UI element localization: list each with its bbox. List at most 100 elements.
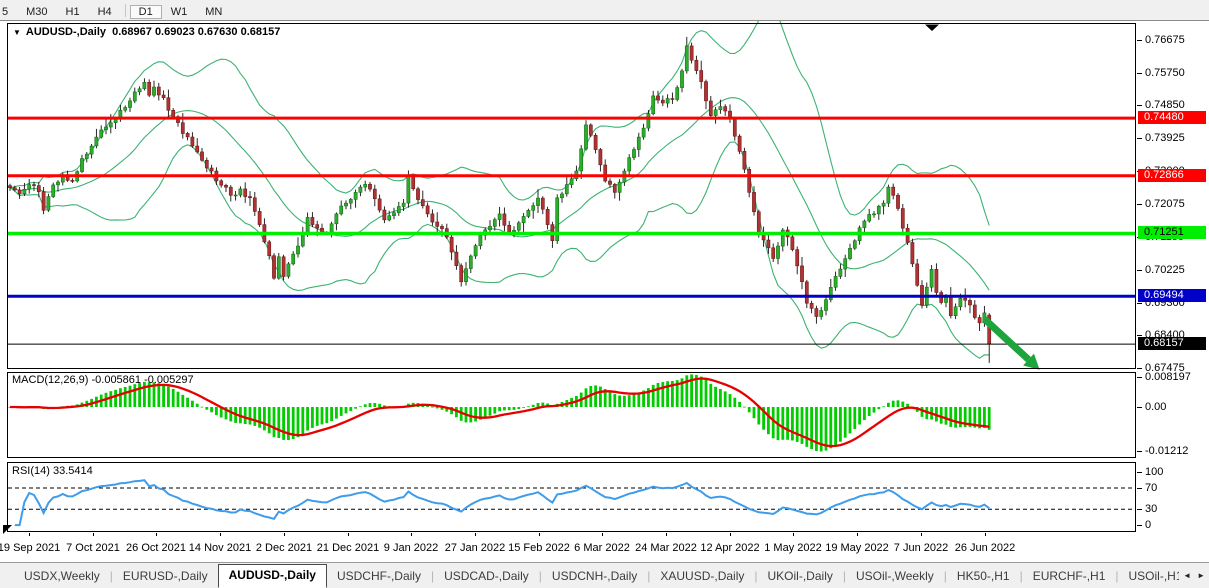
tab-separator: | xyxy=(538,568,542,583)
time-axis-label: 7 Jun 2022 xyxy=(893,542,949,554)
tab-scroll-right-icon[interactable]: ► xyxy=(1197,571,1205,580)
tab-separator: | xyxy=(109,568,113,583)
time-axis-tick xyxy=(284,533,285,536)
time-axis-label: 19 May 2022 xyxy=(825,542,889,554)
macd-indicator-title: MACD(12,26,9) -0.005861 -0.005297 xyxy=(12,374,194,386)
rsi-value: 33.5414 xyxy=(52,465,93,477)
time-axis-tick xyxy=(730,533,731,536)
tab-usdcad-daily[interactable]: USDCAD-,Daily xyxy=(444,568,529,583)
time-axis-label: 21 Dec 2021 xyxy=(316,542,380,554)
time-axis-label: 15 Feb 2022 xyxy=(508,542,570,554)
tab-scroll-left-icon[interactable]: ◄ xyxy=(1183,571,1192,580)
tab-usoil-weekly[interactable]: USOil-,Weekly xyxy=(855,568,934,583)
tab-separator: | xyxy=(754,568,758,583)
chart-title-ohlc: 0.68967 0.69023 0.67630 0.68157 xyxy=(112,26,281,38)
price-axis-tick: 0.72075 xyxy=(1137,198,1185,210)
price-axis-tick: 0.73925 xyxy=(1137,132,1185,144)
time-axis-label: 19 Sep 2021 xyxy=(0,542,61,554)
rsi-axis-tick: 30 xyxy=(1137,503,1157,515)
tab-ukoil-daily[interactable]: UKOil-,Daily xyxy=(767,568,833,583)
macd-axis-tick: 0.00 xyxy=(1137,401,1166,413)
price-axis-tick: 0.75750 xyxy=(1137,67,1185,79)
price-chart-canvas[interactable] xyxy=(0,21,1137,371)
chart-shift-marker-icon xyxy=(925,24,939,31)
macd-axis-tick: -0.01212 xyxy=(1137,445,1188,457)
chart-window: ▼ AUDUSD-,Daily 0.68967 0.69023 0.67630 0… xyxy=(0,20,1209,563)
tab-hk50-h1[interactable]: HK50-,H1 xyxy=(956,568,1010,583)
time-axis-tick xyxy=(475,533,476,536)
tab-separator: | xyxy=(842,568,846,583)
time-axis-tick xyxy=(793,533,794,536)
time-axis-tick xyxy=(348,533,349,536)
chart-tabs: USDX,Weekly | EURUSD-,Daily AUDUSD-,Daily US… xyxy=(0,563,1181,588)
time-axis-label: 24 Mar 2022 xyxy=(635,542,697,554)
time-axis-tick xyxy=(602,533,603,536)
price-axis-tick: 0.76675 xyxy=(1137,34,1185,46)
rsi-panel-canvas[interactable] xyxy=(0,461,1137,532)
tab-audusd-daily[interactable]: AUDUSD-,Daily xyxy=(217,563,327,588)
tab-xauusd-daily[interactable]: XAUUSD-,Daily xyxy=(660,568,745,583)
time-axis-tick xyxy=(93,533,94,536)
time-axis-tick xyxy=(220,533,221,536)
tab-usoil-h1[interactable]: USOil-,H1 xyxy=(1128,568,1179,583)
tab-separator: | xyxy=(430,568,435,583)
time-axis-label: 6 Mar 2022 xyxy=(574,542,630,554)
rsi-axis-tick: 70 xyxy=(1137,482,1157,494)
tab-separator: | xyxy=(1019,568,1023,583)
price-level-badge: 0.68157 xyxy=(1138,337,1206,350)
down-trend-arrow-icon xyxy=(1023,353,1040,370)
macd-values: -0.005861 -0.005297 xyxy=(91,374,194,386)
price-axis-tick: 0.67475 xyxy=(1137,362,1185,374)
time-axis-tick xyxy=(666,533,667,536)
tab-usdcnh-daily[interactable]: USDCNH-,Daily xyxy=(551,568,638,583)
time-axis-label: 1 May 2022 xyxy=(764,542,822,554)
price-level-badge: 0.69494 xyxy=(1138,289,1206,302)
price-level-badge: 0.71251 xyxy=(1138,226,1206,239)
chart-title: ▼ AUDUSD-,Daily 0.68967 0.69023 0.67630 0… xyxy=(13,26,280,38)
timeframe-toolbar: 5 M30 H1 H4 D1 W1 MN xyxy=(0,0,1209,20)
tab-usdchf-daily[interactable]: USDCHF-,Daily xyxy=(336,568,421,583)
tab-eurusd-daily[interactable]: EURUSD-,Daily xyxy=(122,568,208,583)
timeframe-mn[interactable]: MN xyxy=(205,6,223,18)
time-axis-tick xyxy=(539,533,540,536)
time-axis-label: 2 Dec 2021 xyxy=(255,542,313,554)
time-axis-label: 26 Jun 2022 xyxy=(954,542,1016,554)
time-axis-label: 27 Jan 2022 xyxy=(444,542,506,554)
macd-panel-canvas[interactable] xyxy=(0,371,1137,460)
time-axis-label: 26 Oct 2021 xyxy=(126,542,186,554)
tab-usdx-weekly[interactable]: USDX,Weekly xyxy=(24,568,100,583)
time-axis-tick xyxy=(156,533,157,536)
time-axis-label: 7 Oct 2021 xyxy=(66,542,120,554)
rsi-label: RSI(14) xyxy=(12,465,50,477)
price-axis-tick: 0.70225 xyxy=(1137,264,1185,276)
macd-label: MACD(12,26,9) xyxy=(12,374,89,386)
chart-title-symbol: AUDUSD-,Daily xyxy=(25,26,106,38)
time-axis-tick xyxy=(921,533,922,536)
history-begin-marker xyxy=(3,525,12,534)
timeframe-h1[interactable]: H1 xyxy=(65,6,80,18)
rsi-axis-tick: 100 xyxy=(1137,466,1163,478)
timeframe-w1[interactable]: W1 xyxy=(170,6,188,18)
rsi-indicator-title: RSI(14) 33.5414 xyxy=(12,465,93,477)
time-axis[interactable]: 19 Sep 2021 7 Oct 2021 26 Oct 2021 14 Nov 2… xyxy=(0,525,1137,563)
macd-axis-tick: 0.008197 xyxy=(1137,371,1191,383)
tab-separator: | xyxy=(647,568,651,583)
price-axis-tick: 0.74850 xyxy=(1137,99,1185,111)
time-axis-label: 14 Nov 2021 xyxy=(188,542,252,554)
timeframe-m30[interactable]: M30 xyxy=(26,6,48,18)
price-scale[interactable]: 0.766750.757500.748500.739250.730000.720… xyxy=(1137,21,1209,563)
time-axis-label: 12 Apr 2022 xyxy=(700,542,760,554)
tab-eurchf-h1[interactable]: EURCHF-,H1 xyxy=(1032,568,1106,583)
time-axis-tick xyxy=(857,533,858,536)
time-axis-tick xyxy=(29,533,30,536)
time-axis-label: 9 Jan 2022 xyxy=(383,542,439,554)
time-axis-tick xyxy=(985,533,986,536)
price-level-badge: 0.72866 xyxy=(1138,169,1206,182)
timeframe-d1[interactable]: D1 xyxy=(129,5,162,19)
timeframe-5[interactable]: 5 xyxy=(2,6,9,18)
tab-separator: | xyxy=(1115,568,1119,583)
symbol-dropdown-icon[interactable]: ▼ xyxy=(13,28,21,37)
timeframe-h4[interactable]: H4 xyxy=(97,6,112,18)
rsi-axis-tick: 0 xyxy=(1137,519,1151,531)
